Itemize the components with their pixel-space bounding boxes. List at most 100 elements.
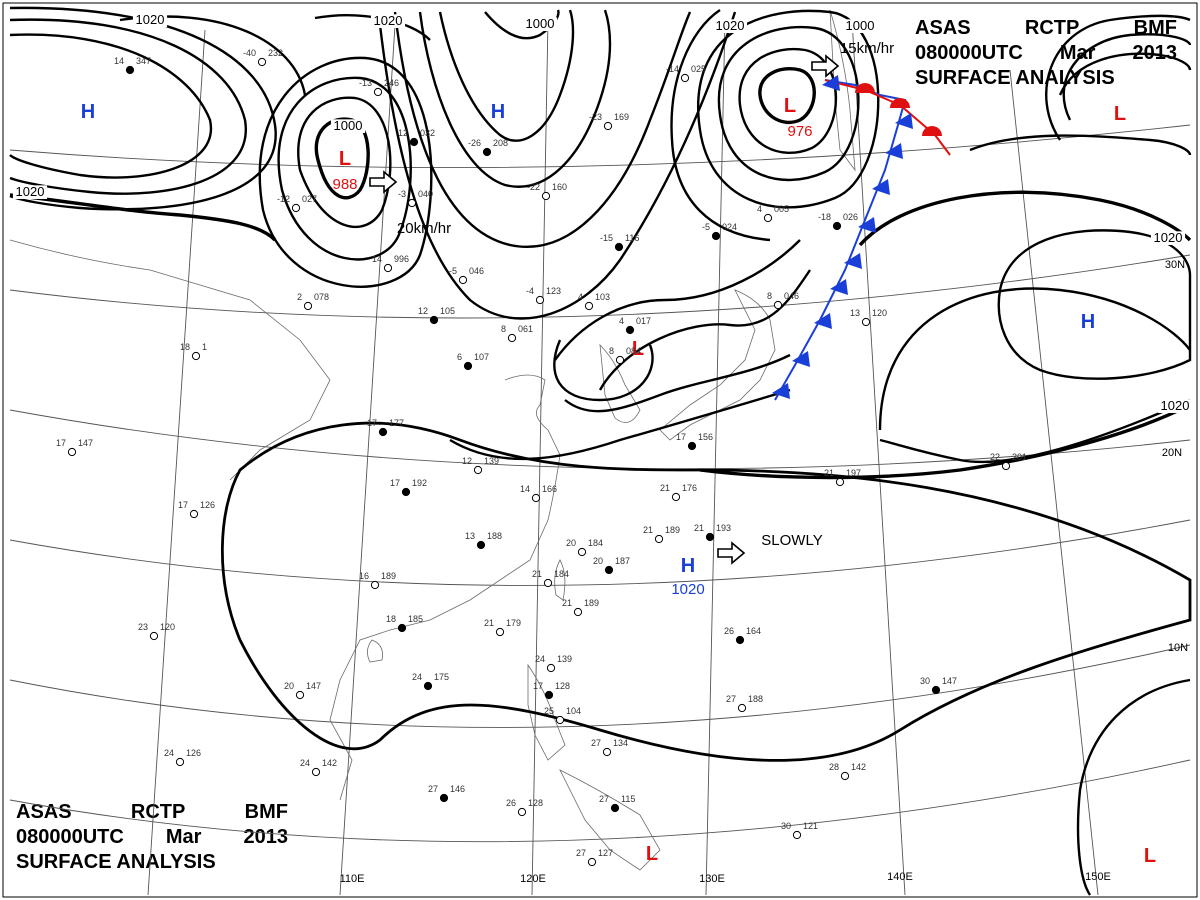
- year-label: 2013: [243, 826, 288, 848]
- agency-label: ASAS: [16, 801, 72, 823]
- warm-front-semicircle: [922, 126, 942, 136]
- station-temperature: 4: [757, 204, 762, 214]
- station-temperature: 21: [694, 523, 704, 533]
- station-pressure: 032: [420, 128, 435, 138]
- station-pressure: 061: [518, 324, 533, 334]
- station-marker: [687, 441, 697, 451]
- chart-title: SURFACE ANALYSIS: [16, 851, 216, 873]
- station-pressure: 134: [613, 738, 628, 748]
- station-temperature: 21: [484, 618, 494, 628]
- high-pressure-center: H: [681, 555, 695, 577]
- station-temperature: 30: [781, 821, 791, 831]
- station-temperature: -12: [277, 194, 290, 204]
- station-temperature: 20: [284, 681, 294, 691]
- longitude-label: 110E: [340, 873, 365, 885]
- station-marker: [311, 767, 321, 777]
- station-temperature: 18: [386, 614, 396, 624]
- station-pressure: 127: [598, 848, 613, 858]
- station-temperature: 16: [359, 571, 369, 581]
- station-marker: [604, 565, 614, 575]
- station-temperature: -3: [398, 189, 406, 199]
- coastline-japan: [659, 289, 776, 441]
- station-temperature: 24: [535, 654, 545, 664]
- latitude-label: 30N: [1165, 259, 1185, 271]
- station-pressure: 189: [665, 525, 680, 535]
- station-pressure: 104: [566, 706, 581, 716]
- low-pressure-center: L: [646, 843, 658, 865]
- station-pressure: 246: [384, 78, 399, 88]
- isobar: [738, 47, 838, 154]
- station-pressure: 232: [268, 48, 283, 58]
- isobar-label: 1020: [716, 18, 745, 33]
- station-pressure: 139: [557, 654, 572, 664]
- station-pressure: 184: [554, 569, 569, 579]
- isobar-label: 1000: [846, 18, 875, 33]
- station-temperature: -23: [589, 112, 602, 122]
- meridian-line: [705, 19, 726, 896]
- station-marker: [303, 301, 313, 311]
- cold-front-triangle: [792, 351, 810, 367]
- isobar: [9, 193, 277, 242]
- isobar: [878, 287, 1191, 431]
- station-temperature: 17: [676, 432, 686, 442]
- station-temperature: 25: [544, 706, 554, 716]
- motion-label: SLOWLY: [761, 532, 822, 549]
- station-pressure: 169: [614, 112, 629, 122]
- warm-front-semicircle: [890, 98, 910, 108]
- station-marker: [541, 191, 551, 201]
- meridian-line: [339, 24, 396, 896]
- graticule: [9, 19, 1191, 896]
- station-marker: [125, 65, 135, 75]
- station-pressure: 184: [588, 538, 603, 548]
- station-marker: [476, 540, 486, 550]
- station-temperature: 12: [398, 128, 408, 138]
- isobar: [438, 9, 575, 142]
- station-pressure: 120: [872, 308, 887, 318]
- station-marker: [711, 231, 721, 241]
- station-pressure: 126: [186, 748, 201, 758]
- station-pressure: 160: [552, 182, 567, 192]
- station-marker: [67, 447, 77, 457]
- cold-front-triangle: [885, 143, 903, 159]
- isobar: [1058, 52, 1192, 96]
- agency-label: ASAS: [915, 17, 971, 39]
- station-pressure: 147: [78, 438, 93, 448]
- station-pressure: 123: [546, 286, 561, 296]
- isobar-label: 1000: [334, 118, 363, 133]
- station-pressure: 147: [942, 676, 957, 686]
- isobar-label: 1020: [1161, 398, 1190, 413]
- isobar: [553, 339, 654, 402]
- isobar-label: 1020: [1154, 230, 1183, 245]
- isobar-label: 1020: [374, 13, 403, 28]
- isobar: [1076, 678, 1191, 896]
- station-pressure: 188: [487, 531, 502, 541]
- parallel-line: [9, 644, 1191, 728]
- station-temperature: 8: [609, 346, 614, 356]
- parallel-line: [9, 254, 1191, 319]
- station-temperature: -14: [666, 64, 679, 74]
- station-temperature: 17: [533, 681, 543, 691]
- station-marker: [603, 121, 613, 131]
- coastline-china: [329, 374, 561, 801]
- station-pressure: 201: [1012, 452, 1027, 462]
- station-pressure: 142: [851, 762, 866, 772]
- station-pressure: 189: [584, 598, 599, 608]
- station-marker: [543, 578, 553, 588]
- longitude-label: 130E: [699, 873, 725, 885]
- station-marker: [671, 492, 681, 502]
- station-pressure: 005: [774, 204, 789, 214]
- station-temperature: 21: [643, 525, 653, 535]
- station-pressure: 128: [528, 798, 543, 808]
- high-pressure-center: H: [491, 101, 505, 123]
- station-temperature: 18: [180, 342, 190, 352]
- latitude-label: 10N: [1168, 642, 1188, 654]
- isobar: [670, 9, 771, 242]
- station-temperature: -15: [600, 233, 613, 243]
- station-temperature: 14: [520, 484, 530, 494]
- station-temperature: 30: [920, 676, 930, 686]
- cold-front-triangle: [858, 217, 876, 233]
- station-pressure: 156: [698, 432, 713, 442]
- station-pressure: 103: [595, 292, 610, 302]
- coastline-taiwan: [554, 559, 566, 601]
